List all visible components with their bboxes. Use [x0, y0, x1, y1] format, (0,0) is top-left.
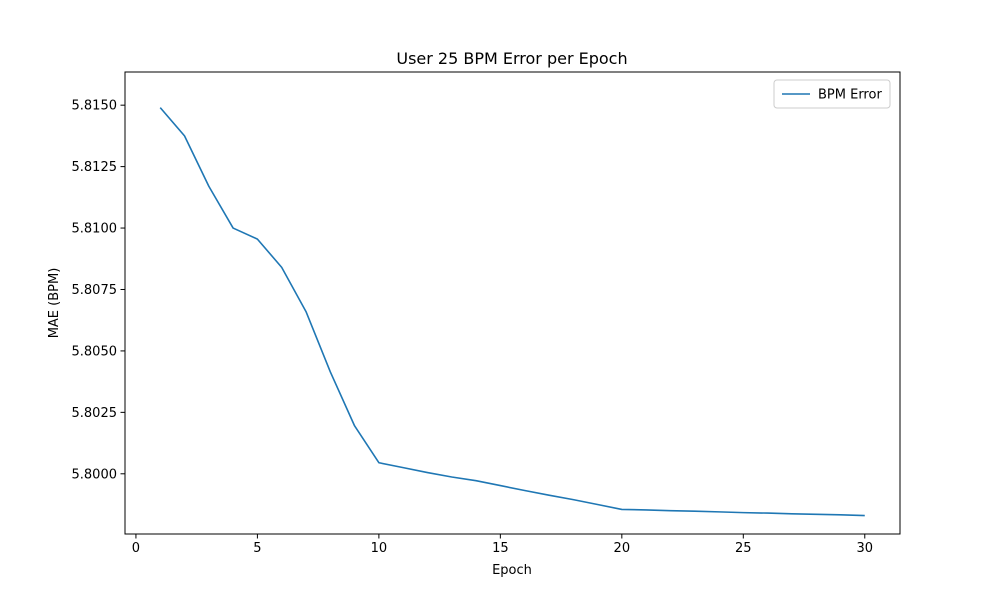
x-axis-label: Epoch	[492, 563, 532, 578]
y-tick-label: 5.8000	[72, 467, 118, 482]
x-tick-label: 5	[253, 541, 261, 556]
chart-title: User 25 BPM Error per Epoch	[396, 49, 627, 68]
x-tick-label: 10	[371, 541, 388, 556]
plot-area: 0 5 10 15 20 25 30 5.8000 5.8025 5.8050 5.8075 5.81…	[72, 71, 901, 556]
series-line	[159, 107, 865, 517]
y-tick-label: 5.8150	[72, 99, 118, 114]
y-axis-label: MAE (BPM)	[47, 268, 62, 339]
y-tick-label: 5.8125	[72, 160, 118, 175]
legend-box	[773, 79, 891, 109]
y-tick-label: 5.8100	[72, 222, 118, 237]
x-tick-label: 30	[856, 541, 873, 556]
y-tick-label: 5.8075	[72, 283, 118, 298]
x-tick-label: 25	[735, 541, 752, 556]
x-tick-label: 0	[132, 541, 140, 556]
x-tick-label: 20	[614, 541, 631, 556]
y-tick-label: 5.8050	[72, 344, 118, 359]
legend-label: BPM Error	[818, 88, 882, 103]
y-tick-label: 5.8025	[72, 406, 118, 421]
axes-frame	[124, 71, 901, 535]
x-tick-label: 15	[492, 541, 509, 556]
